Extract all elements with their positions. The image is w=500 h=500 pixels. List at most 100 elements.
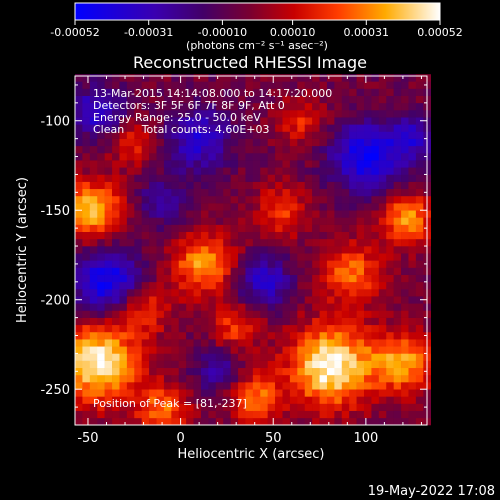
heatmap-cell bbox=[393, 167, 402, 175]
heatmap-cell bbox=[208, 410, 217, 419]
heatmap-cell bbox=[134, 231, 142, 240]
heatmap-cell bbox=[289, 246, 298, 254]
heatmap-cell bbox=[149, 102, 157, 111]
heatmap-cell bbox=[319, 74, 328, 82]
heatmap-cell bbox=[289, 260, 298, 268]
heatmap-cell bbox=[75, 303, 83, 311]
heatmap-cell bbox=[289, 331, 298, 340]
heatmap-cell bbox=[193, 331, 202, 340]
heatmap-cell bbox=[297, 360, 306, 369]
heatmap-cell bbox=[252, 253, 261, 261]
heatmap-cell bbox=[112, 238, 120, 247]
heatmap-cell bbox=[186, 195, 194, 204]
heatmap-cell bbox=[141, 324, 150, 333]
heatmap-cell bbox=[186, 382, 194, 390]
heatmap-cell bbox=[282, 374, 291, 383]
heatmap-cell bbox=[282, 95, 291, 104]
heatmap-cell bbox=[334, 396, 343, 404]
heatmap-cell bbox=[126, 382, 135, 390]
heatmap-cell bbox=[364, 238, 372, 247]
heatmap-cell bbox=[326, 81, 335, 89]
heatmap-cell bbox=[156, 382, 165, 390]
heatmap-cell bbox=[186, 167, 194, 175]
heatmap-cell bbox=[112, 203, 120, 211]
heatmap-cell bbox=[304, 181, 313, 190]
heatmap-cell bbox=[141, 253, 150, 261]
heatmap-cell bbox=[252, 367, 261, 376]
heatmap-cell bbox=[82, 403, 91, 411]
heatmap-cell bbox=[282, 360, 291, 369]
heatmap-cell bbox=[267, 195, 276, 204]
heatmap-cell bbox=[386, 88, 394, 96]
heatmap-cell bbox=[378, 281, 387, 290]
heatmap-cell bbox=[312, 389, 320, 397]
heatmap-cell bbox=[200, 188, 209, 197]
heatmap-cell bbox=[326, 331, 335, 340]
heatmap-cell bbox=[186, 310, 194, 318]
heatmap-cell bbox=[82, 217, 91, 225]
heatmap-cell bbox=[275, 131, 283, 139]
heatmap-cell bbox=[245, 81, 254, 89]
heatmap-cell bbox=[149, 88, 157, 96]
heatmap-cell bbox=[238, 260, 246, 268]
heatmap-cell bbox=[282, 145, 291, 154]
heatmap-cell bbox=[149, 174, 157, 182]
heatmap-cell bbox=[193, 310, 202, 318]
heatmap-cell bbox=[104, 195, 113, 204]
heatmap-cell bbox=[193, 317, 202, 326]
heatmap-cell bbox=[156, 138, 165, 147]
heatmap-cell bbox=[364, 246, 372, 254]
heatmap-cell bbox=[267, 203, 276, 211]
x-tick-label: 0 bbox=[176, 431, 184, 446]
heatmap-cell bbox=[200, 231, 209, 240]
heatmap-cell bbox=[408, 360, 417, 369]
heatmap-cell bbox=[326, 203, 335, 211]
heatmap-cell bbox=[186, 210, 194, 218]
heatmap-cell bbox=[200, 195, 209, 204]
heatmap-cell bbox=[193, 346, 202, 354]
heatmap-cell bbox=[141, 152, 150, 161]
heatmap-cell bbox=[356, 145, 365, 154]
heatmap-cell bbox=[141, 110, 150, 118]
heatmap-cell bbox=[82, 260, 91, 268]
heatmap-cell bbox=[282, 174, 291, 182]
heatmap-cell bbox=[119, 310, 128, 318]
heatmap-cell bbox=[223, 210, 231, 218]
heatmap-cell bbox=[378, 181, 387, 190]
heatmap-cell bbox=[386, 382, 394, 390]
heatmap-cell bbox=[171, 410, 180, 419]
heatmap-cell bbox=[275, 303, 283, 311]
heatmap-cell bbox=[297, 303, 306, 311]
heatmap-cell bbox=[364, 110, 372, 118]
heatmap-cell bbox=[215, 331, 224, 340]
heatmap-cell bbox=[208, 296, 217, 304]
heatmap-cell bbox=[260, 195, 268, 204]
heatmap-cell bbox=[267, 253, 276, 261]
heatmap-cell bbox=[312, 310, 320, 318]
heatmap-cell bbox=[230, 167, 239, 175]
heatmap-cell bbox=[415, 253, 424, 261]
heatmap-cell bbox=[304, 396, 313, 404]
heatmap-cell bbox=[238, 238, 246, 247]
heatmap-cell bbox=[356, 303, 365, 311]
heatmap-cell bbox=[134, 267, 142, 275]
heatmap-cell bbox=[134, 195, 142, 204]
heatmap-cell bbox=[119, 274, 128, 283]
heatmap-cell bbox=[408, 367, 417, 376]
heatmap-cell bbox=[126, 417, 135, 426]
heatmap-cell bbox=[163, 396, 172, 404]
heatmap-cell bbox=[104, 410, 113, 419]
heatmap-cell bbox=[82, 410, 91, 419]
heatmap-cell bbox=[104, 382, 113, 390]
heatmap-cell bbox=[289, 317, 298, 326]
heatmap-cell bbox=[223, 81, 231, 89]
heatmap-cell bbox=[89, 382, 98, 390]
heatmap-cell bbox=[75, 281, 83, 290]
heatmap-cell bbox=[75, 224, 83, 233]
heatmap-cell bbox=[230, 296, 239, 304]
heatmap-cell bbox=[364, 152, 372, 161]
heatmap-cell bbox=[408, 417, 417, 426]
heatmap-cell bbox=[208, 117, 217, 125]
heatmap-cell bbox=[371, 195, 380, 204]
heatmap-cell bbox=[104, 138, 113, 147]
